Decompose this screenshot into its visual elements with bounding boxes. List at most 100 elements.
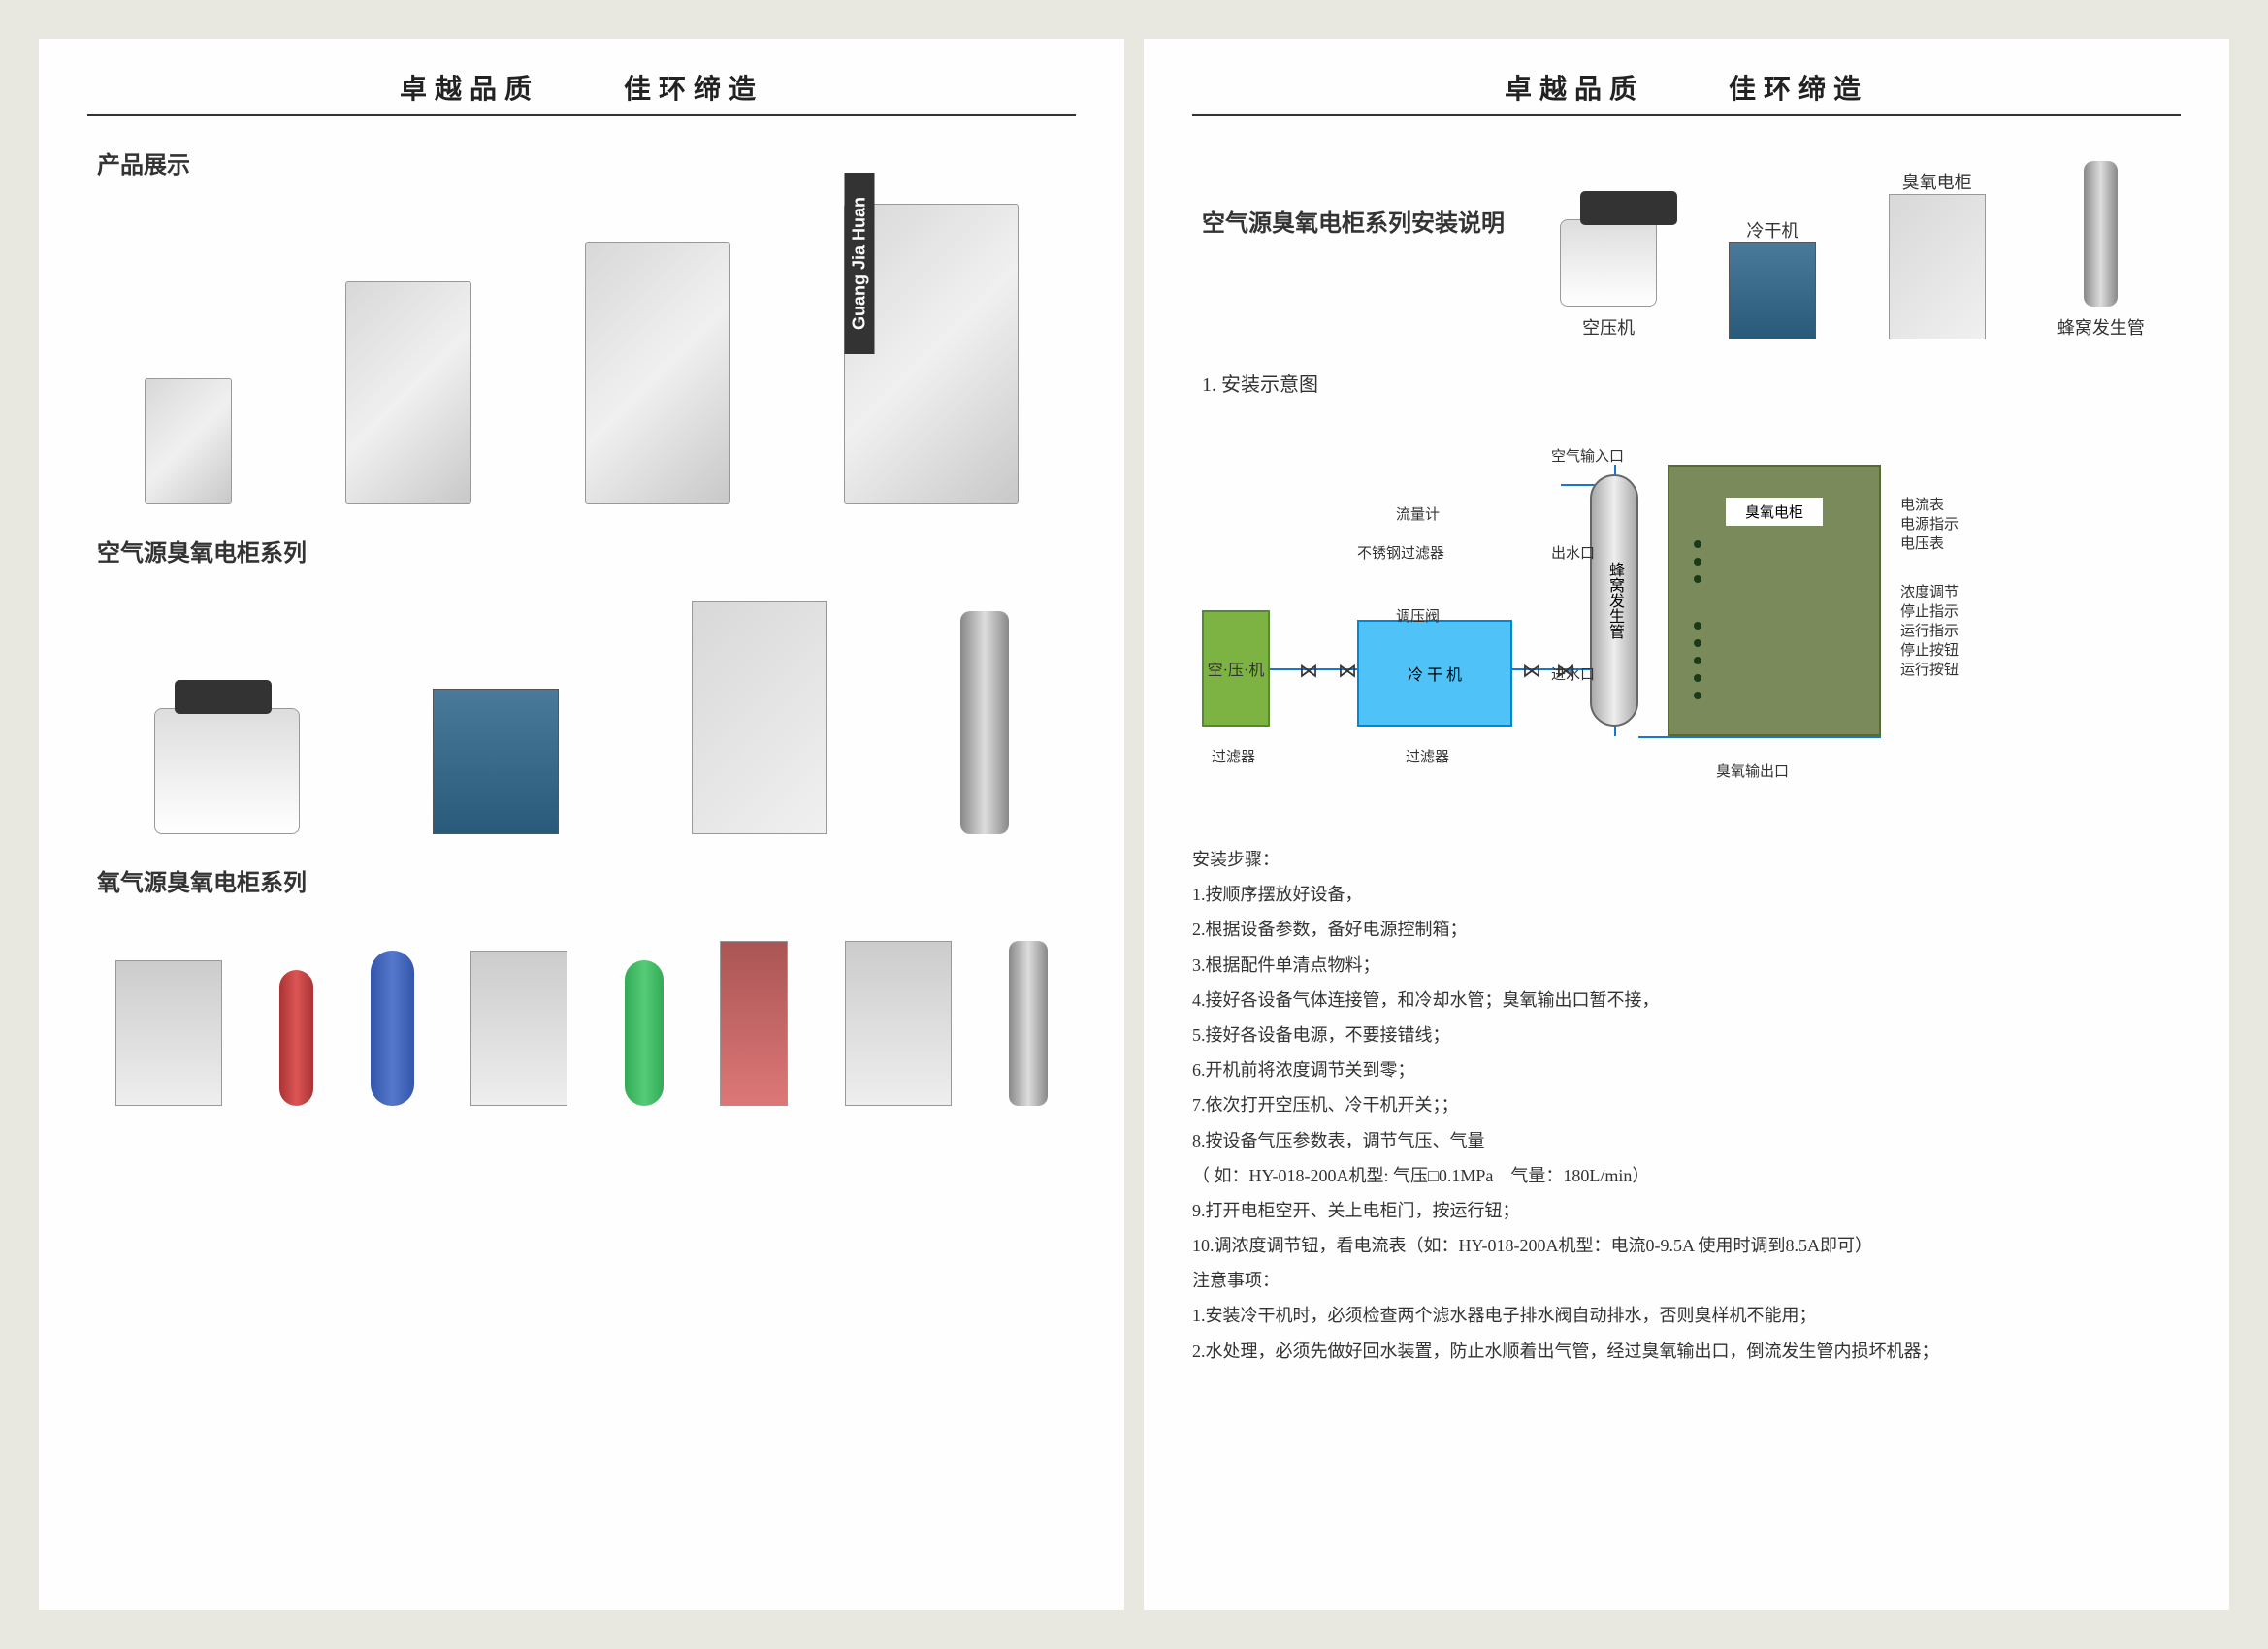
dot-8 xyxy=(1694,692,1701,699)
lbl-compressor: 空压机 xyxy=(1582,314,1635,340)
eq-dryer: 冷干机 xyxy=(1729,210,1816,340)
lbl-dryer: 冷干机 xyxy=(1746,217,1798,242)
step-8: 8.按设备气压参数表，调节气压、气量 xyxy=(1192,1124,2181,1157)
install-title: 空气源臭氧电柜系列安装说明 xyxy=(1202,204,1505,238)
machine-xlarge: Guang Jia Huan xyxy=(844,204,1019,504)
lbl-valve: 调压阀 xyxy=(1396,605,1440,626)
dot-7 xyxy=(1694,674,1701,682)
product-row-2 xyxy=(87,582,1076,834)
step-4: 4.接好各设备气体连接管，和冷却水管；臭氧输出口暂不接， xyxy=(1192,984,2181,1017)
header-right: 佳环缔造 xyxy=(624,75,763,105)
step-2: 2.根据设备参数，备好电源控制箱； xyxy=(1192,913,2181,946)
note-2: 2.水处理，必须先做好回水装置，防止水顺着出气管，经过臭氧输出口，倒流发生管内损… xyxy=(1192,1335,2181,1368)
eq-cabinet: 臭氧电柜 xyxy=(1889,161,1986,340)
dot-1 xyxy=(1694,540,1701,548)
product-row-3 xyxy=(87,912,1076,1106)
cabinet-img xyxy=(692,601,827,834)
oxy-cylinder xyxy=(1009,941,1048,1106)
steps-heading: 安装步骤： xyxy=(1192,843,2181,876)
diag-compressor: 空·压·机 xyxy=(1202,610,1270,727)
dot-2 xyxy=(1694,558,1701,566)
lbl-outlet: 臭氧输出口 xyxy=(1716,760,1789,781)
machine-large xyxy=(585,242,730,504)
lbl-density: 浓度调节 xyxy=(1900,581,1959,601)
section-air-source: 空气源臭氧电柜系列 xyxy=(97,534,1076,567)
step-9: 9.打开电柜空开、关上电柜门，按运行钮； xyxy=(1192,1194,2181,1227)
step-3: 3.根据配件单清点物料； xyxy=(1192,949,2181,982)
valve-3: ⋈ xyxy=(1522,659,1541,683)
lbl-filter-b1: 过滤器 xyxy=(1212,746,1255,766)
lbl-ammeter: 电流表 xyxy=(1900,494,1944,514)
diag-green-txt: 空·压·机 xyxy=(1208,657,1265,680)
machine-medium xyxy=(345,281,471,504)
install-diagram: ⋈ ⋈ ⋈ ⋈ 空·压·机 冷 干 机 蜂窝发生管 臭氧电柜 空气输入口 流量计… xyxy=(1192,416,2181,824)
lbl-runbtn: 运行按钮 xyxy=(1900,659,1959,679)
machine-small xyxy=(145,378,232,504)
section-oxygen-source: 氧气源臭氧电柜系列 xyxy=(97,863,1076,897)
step-10: 10.调浓度调节钮，看电流表（如：HY-018-200A机型：电流0-9.5A … xyxy=(1192,1229,2181,1262)
lbl-filter: 不锈钢过滤器 xyxy=(1357,542,1444,563)
oxy-red-tank xyxy=(279,970,313,1106)
oxy-1 xyxy=(115,960,222,1106)
brand-label: Guang Jia Huan xyxy=(845,173,875,354)
dryer-icon xyxy=(1729,242,1816,340)
right-page: 卓越品质 佳环缔造 空气源臭氧电柜系列安装说明 空压机 冷干机 臭氧电柜 蜂窝发… xyxy=(1144,39,2229,1610)
lbl-stopled: 停止指示 xyxy=(1900,600,1959,621)
top-equipment-row: 空压机 冷干机 臭氧电柜 蜂窝发生管 xyxy=(1524,146,2181,340)
valve-1: ⋈ xyxy=(1299,659,1318,683)
compressor-img xyxy=(154,708,300,834)
panel-title: 臭氧电柜 xyxy=(1726,498,1823,526)
left-page: 卓越品质 佳环缔造 产品展示 Guang Jia Huan 空气源臭氧电柜系列 … xyxy=(39,39,1124,1610)
lbl-flowmeter: 流量计 xyxy=(1396,503,1440,524)
step-8b: （ 如：HY-018-200A机型: 气压□0.1MPa 气量：180L/min… xyxy=(1192,1159,2181,1192)
diag-dryer: 冷 干 机 xyxy=(1357,620,1512,727)
oxy-blue-tank xyxy=(371,951,414,1106)
cabinet-icon xyxy=(1889,194,1986,340)
dot-3 xyxy=(1694,575,1701,583)
lbl-waterin: 进水口 xyxy=(1551,663,1595,684)
oxy-3 xyxy=(845,941,952,1106)
dot-6 xyxy=(1694,657,1701,664)
page-header-right: 卓越品质 佳环缔造 xyxy=(1192,68,2181,116)
eq-compressor: 空压机 xyxy=(1560,219,1657,340)
lbl-voltmeter: 电压表 xyxy=(1900,533,1944,553)
header-left: 卓越品质 xyxy=(400,75,539,105)
step-7: 7.依次打开空压机、冷干机开关；； xyxy=(1192,1088,2181,1121)
lbl-stopbtn: 停止按钮 xyxy=(1900,639,1959,660)
section-products: 产品展示 xyxy=(97,146,1076,179)
note-1: 1.安装冷干机时，必须检查两个滤水器电子排水阀自动排水，否则臭样机不能用； xyxy=(1192,1299,2181,1332)
lbl-filter-b2: 过滤器 xyxy=(1406,746,1449,766)
lbl-tube: 蜂窝发生管 xyxy=(2057,314,2145,340)
page-header: 卓越品质 佳环缔造 xyxy=(87,68,1076,116)
dot-4 xyxy=(1694,622,1701,630)
compressor-icon xyxy=(1560,219,1657,307)
lbl-cabinet: 臭氧电柜 xyxy=(1902,169,1972,194)
instructions: 安装步骤： 1.按顺序摆放好设备， 2.根据设备参数，备好电源控制箱； 3.根据… xyxy=(1192,843,2181,1368)
diag-panel: 臭氧电柜 xyxy=(1668,465,1881,736)
cylinder-img xyxy=(960,611,1009,834)
valve-2: ⋈ xyxy=(1338,659,1357,683)
dot-5 xyxy=(1694,639,1701,647)
diag-pipe-txt: 蜂窝发生管 xyxy=(1603,562,1626,639)
eq-tube: 蜂窝发生管 xyxy=(2057,161,2145,340)
lbl-runled: 运行指示 xyxy=(1900,620,1959,640)
product-row-1: Guang Jia Huan xyxy=(87,194,1076,504)
diag-blue-txt: 冷 干 机 xyxy=(1408,662,1462,685)
notes-heading: 注意事项： xyxy=(1192,1264,2181,1297)
lbl-air-inlet: 空气输入口 xyxy=(1551,445,1624,466)
lbl-waterout: 出水口 xyxy=(1551,542,1595,563)
line-bottom xyxy=(1638,736,1881,738)
oxy-green-tank xyxy=(625,960,664,1106)
oxy-ab xyxy=(720,941,788,1106)
step-6: 6.开机前将浓度调节关到零； xyxy=(1192,1053,2181,1086)
diag-pipe: 蜂窝发生管 xyxy=(1590,474,1638,727)
tube-icon xyxy=(2084,161,2118,307)
lbl-powerled: 电源指示 xyxy=(1900,513,1959,534)
dryer-img xyxy=(433,689,559,834)
step-1: 1.按顺序摆放好设备， xyxy=(1192,878,2181,911)
diagram-title: 1. 安装示意图 xyxy=(1202,369,2181,397)
step-5: 5.接好各设备电源，不要接错线； xyxy=(1192,1018,2181,1051)
header-right-r: 佳环缔造 xyxy=(1729,75,1868,105)
oxy-2 xyxy=(470,951,567,1106)
header-left-r: 卓越品质 xyxy=(1505,75,1644,105)
